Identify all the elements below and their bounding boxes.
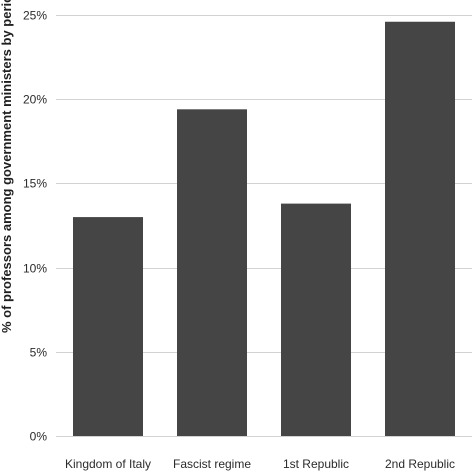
x-tick-label: 1st Republic (283, 457, 349, 471)
y-tick-label: 10% (23, 262, 47, 276)
x-tick-label: Fascist regime (173, 457, 251, 471)
y-tick-label: 0% (30, 430, 48, 444)
y-tick-label: 20% (23, 93, 47, 107)
bar-fascist-regime (177, 109, 247, 436)
bars (73, 21, 455, 437)
y-tick-label: 5% (30, 346, 48, 360)
bar-kingdom-of-italy (73, 217, 143, 436)
y-axis-title: % of professors among government ministe… (0, 0, 14, 333)
x-tick-label: Kingdom of Italy (65, 457, 151, 471)
x-tick-labels: Kingdom of Italy Fascist regime 1st Republ… (65, 457, 455, 471)
y-tick-label: 15% (23, 177, 47, 191)
bar-1st-republic (281, 203, 351, 436)
y-tick-labels: 0% 5% 10% 15% 20% 25% (23, 9, 47, 444)
y-tick-label: 25% (23, 9, 47, 23)
x-tick-label: 2nd Republic (385, 457, 455, 471)
bar-2nd-republic (385, 21, 455, 437)
